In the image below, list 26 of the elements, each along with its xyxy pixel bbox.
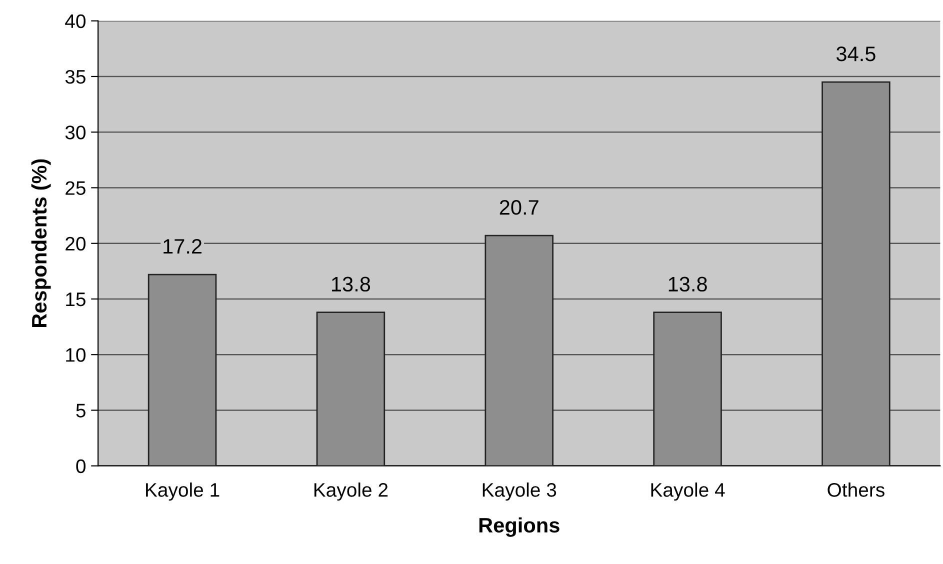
y-tick-label: 40: [65, 14, 86, 28]
x-tick-label: Kayole 2: [314, 482, 388, 501]
x-tick-label: Kayole 4: [651, 482, 725, 501]
bar: [484, 234, 554, 466]
data-label: 13.8: [668, 276, 707, 292]
data-label: 17.2: [164, 238, 202, 254]
data-label: 20.7: [500, 200, 538, 215]
y-tick-label: 5: [76, 404, 86, 418]
y-tick-label: 25: [66, 181, 86, 195]
bar: [148, 274, 217, 466]
bar: [653, 312, 722, 466]
y-tick-label: 30: [65, 126, 86, 140]
x-tick-label: Kayole 1: [146, 482, 220, 501]
data-label: 34.5: [836, 46, 876, 62]
data-label: 13.8: [332, 276, 370, 292]
y-tick-label: 10: [66, 348, 86, 362]
bar: [822, 81, 890, 466]
x-tick-label: Others: [828, 482, 884, 497]
y-tick-label: 20: [66, 236, 86, 251]
y-axis-title: Respondents (%): [31, 159, 51, 328]
y-tick-label: 15: [66, 292, 86, 306]
y-tick-label: 0: [76, 459, 86, 474]
bar: [316, 312, 386, 466]
x-axis-title: Regions: [479, 517, 560, 537]
y-tick-label: 35: [65, 70, 86, 84]
x-tick-label: Kayole 3: [482, 482, 556, 501]
